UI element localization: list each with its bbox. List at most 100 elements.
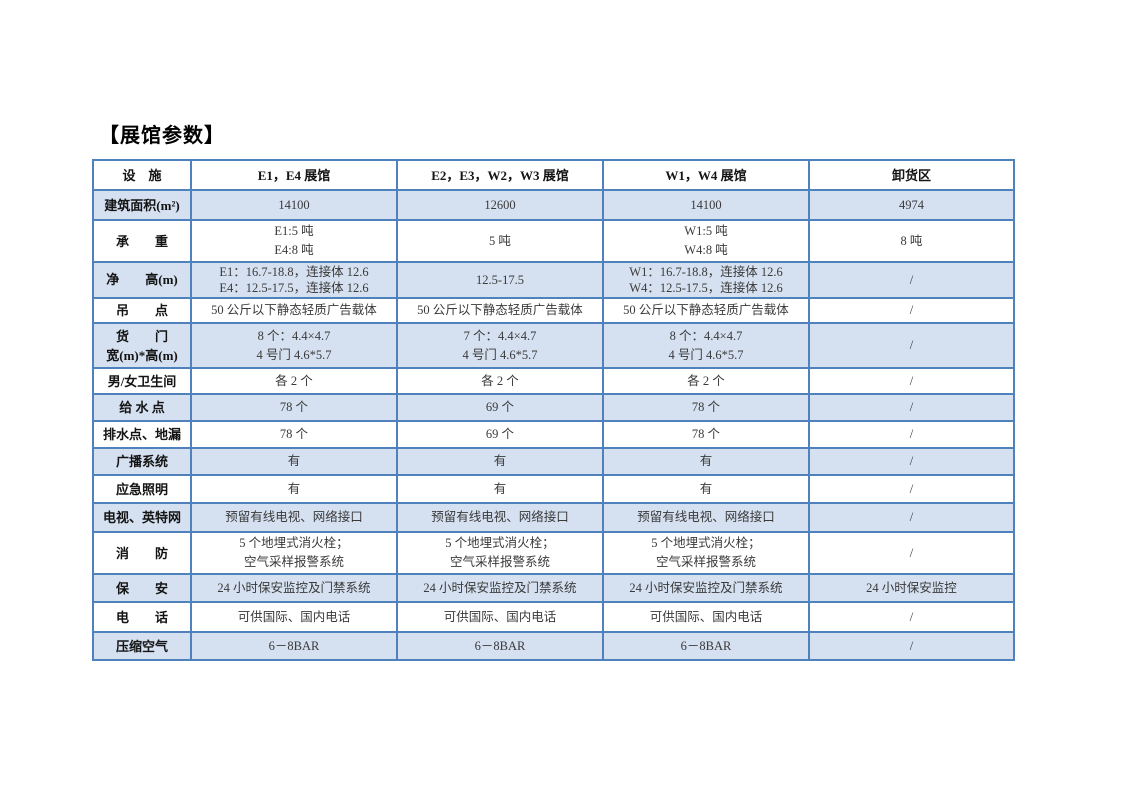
- cell-line: 宽(m)*高(m): [106, 347, 178, 363]
- table-cell: /: [808, 601, 1015, 633]
- cell-line: E1：16.7-18.8，连接体 12.6: [219, 265, 369, 279]
- cell-line: 广播系统: [115, 454, 168, 469]
- table-row-13: 电 话 可供国际、国内电话 可供国际、国内电话 可供国际、国内电话 /: [92, 601, 1015, 633]
- cell-line: 各 2 个: [481, 373, 519, 388]
- cell-line: 空气采样报警系统: [243, 555, 344, 569]
- cell-line: 78 个: [691, 427, 721, 441]
- table-row-4: 货 门宽(m)*高(m) 8 个：4.4×4.7 4 号门 4.6*5.7 7 个：4…: [92, 322, 1015, 369]
- table-cell: 5 个地埋式消火栓； 空气采样报警系统: [602, 531, 810, 575]
- cell-line: 可供国际、国内电话: [443, 609, 557, 624]
- table-row-5: 男/女卫生间 各 2 个 各 2 个 各 2 个 /: [92, 367, 1015, 395]
- cell-line: /: [909, 338, 914, 352]
- cell-line: 有: [287, 481, 301, 496]
- cell-line: 5 吨: [489, 233, 511, 248]
- row-label: 压缩空气: [92, 631, 192, 661]
- cell-line: 78 个: [691, 400, 721, 414]
- table-cell: 各 2 个: [396, 367, 604, 395]
- table-cell: 预留有线电视、网络接口: [190, 502, 398, 533]
- table-cell: 预留有线电视、网络接口: [396, 502, 604, 533]
- table-cell: /: [808, 261, 1015, 299]
- cell-line: /: [909, 609, 914, 624]
- table-cell: 有: [602, 447, 810, 476]
- table-cell: 24 小时保安监控及门禁系统: [190, 573, 398, 603]
- cell-line: /: [909, 481, 914, 496]
- table-cell: 6－8BAR: [396, 631, 604, 661]
- cell-line: 69 个: [485, 427, 515, 441]
- row-label: 净 高(m): [92, 261, 192, 299]
- row-label: 吊 点: [92, 297, 192, 324]
- cell-line: 空气采样报警系统: [449, 555, 550, 569]
- cell-line: 排水点、地漏: [102, 427, 181, 442]
- cell-line: 24 小时保安监控及门禁系统: [629, 580, 783, 595]
- table-cell: 12600: [396, 189, 604, 221]
- cell-line: 各 2 个: [687, 373, 725, 388]
- cell-line: 男/女卫生间: [107, 373, 177, 389]
- cell-line: E1:5 吨: [274, 224, 314, 238]
- cell-line: 8 吨: [900, 233, 923, 248]
- cell-line: 有: [493, 481, 507, 496]
- table-cell: 50 公斤以下静态轻质广告载体: [190, 297, 398, 324]
- table-cell: 有: [190, 447, 398, 476]
- cell-line: W1:5 吨: [684, 224, 728, 238]
- cell-line: 空气采样报警系统: [655, 555, 756, 569]
- cell-line: /: [909, 510, 914, 524]
- table-cell: 可供国际、国内电话: [396, 601, 604, 633]
- table-row-12: 保 安 24 小时保安监控及门禁系统 24 小时保安监控及门禁系统 24 小时保安监控…: [92, 573, 1015, 603]
- cell-line: 5 个地埋式消火栓；: [239, 536, 349, 550]
- cell-line: 14100: [278, 197, 310, 212]
- table-cell: 各 2 个: [602, 367, 810, 395]
- cell-line: 4 号门 4.6*5.7: [668, 347, 744, 362]
- cell-line: W1：16.7-18.8，连接体 12.6: [629, 265, 783, 279]
- cell-line: 12.5-17.5: [476, 273, 524, 287]
- table-cell: 50 公斤以下静态轻质广告载体: [396, 297, 604, 324]
- cell-line: /: [909, 273, 914, 287]
- header-cell-0: 设 施: [92, 159, 192, 191]
- cell-line: 78 个: [279, 427, 309, 441]
- table-cell: /: [808, 297, 1015, 324]
- table-cell: 78 个: [190, 393, 398, 422]
- table-cell: 可供国际、国内电话: [190, 601, 398, 633]
- table-cell: 24 小时保安监控及门禁系统: [602, 573, 810, 603]
- header-cell-4: 卸货区: [808, 159, 1015, 191]
- cell-line: 给 水 点: [119, 400, 165, 415]
- table-cell: /: [808, 447, 1015, 476]
- cell-line: 78 个: [279, 400, 309, 414]
- cell-line: 4 号门 4.6*5.7: [256, 347, 332, 362]
- header-cell-1: E1，E4 展馆: [190, 159, 398, 191]
- table-cell: 5 吨: [396, 219, 604, 263]
- table-cell: W1:5 吨 W4:8 吨: [602, 219, 810, 263]
- table-cell: 4974: [808, 189, 1015, 221]
- table-cell: 14100: [190, 189, 398, 221]
- row-label: 排水点、地漏: [92, 420, 192, 449]
- cell-line: 6－8BAR: [268, 638, 320, 653]
- cell-line: /: [909, 373, 914, 388]
- cell-line: 预留有线电视、网络接口: [225, 510, 363, 524]
- table-cell: 78 个: [602, 393, 810, 422]
- cell-line: /: [909, 427, 914, 441]
- cell-line: /: [909, 303, 914, 317]
- cell-line: 货 门: [115, 328, 168, 344]
- cell-line: 24 小时保安监控及门禁系统: [217, 580, 371, 595]
- table-cell: 8 吨: [808, 219, 1015, 263]
- table-cell: W1：16.7-18.8，连接体 12.6 W4：12.5-17.5，连接体 12…: [602, 261, 810, 299]
- cell-line: 50 公斤以下静态轻质广告载体: [211, 303, 377, 317]
- cell-line: 预留有线电视、网络接口: [637, 510, 775, 524]
- cell-line: 8 个：4.4×4.7: [669, 328, 743, 343]
- table-cell: 有: [602, 474, 810, 504]
- table-row-3: 吊 点 50 公斤以下静态轻质广告载体 50 公斤以下静态轻质广告载体 50 公斤以下…: [92, 297, 1015, 324]
- cell-line: 69 个: [485, 400, 515, 414]
- row-label: 电 话: [92, 601, 192, 633]
- row-label: 消 防: [92, 531, 192, 575]
- cell-line: 24 小时保安监控及门禁系统: [423, 580, 577, 595]
- table-cell: 6－8BAR: [190, 631, 398, 661]
- table-cell: 有: [190, 474, 398, 504]
- table-cell: 50 公斤以下静态轻质广告载体: [602, 297, 810, 324]
- cell-line: E4:8 吨: [274, 243, 314, 257]
- table-cell: 有: [396, 447, 604, 476]
- table-cell: 69 个: [396, 420, 604, 449]
- table-cell: /: [808, 631, 1015, 661]
- table-cell: /: [808, 367, 1015, 395]
- cell-line: 6－8BAR: [474, 638, 526, 653]
- table-row-14: 压缩空气 6－8BAR 6－8BAR 6－8BAR /: [92, 631, 1015, 661]
